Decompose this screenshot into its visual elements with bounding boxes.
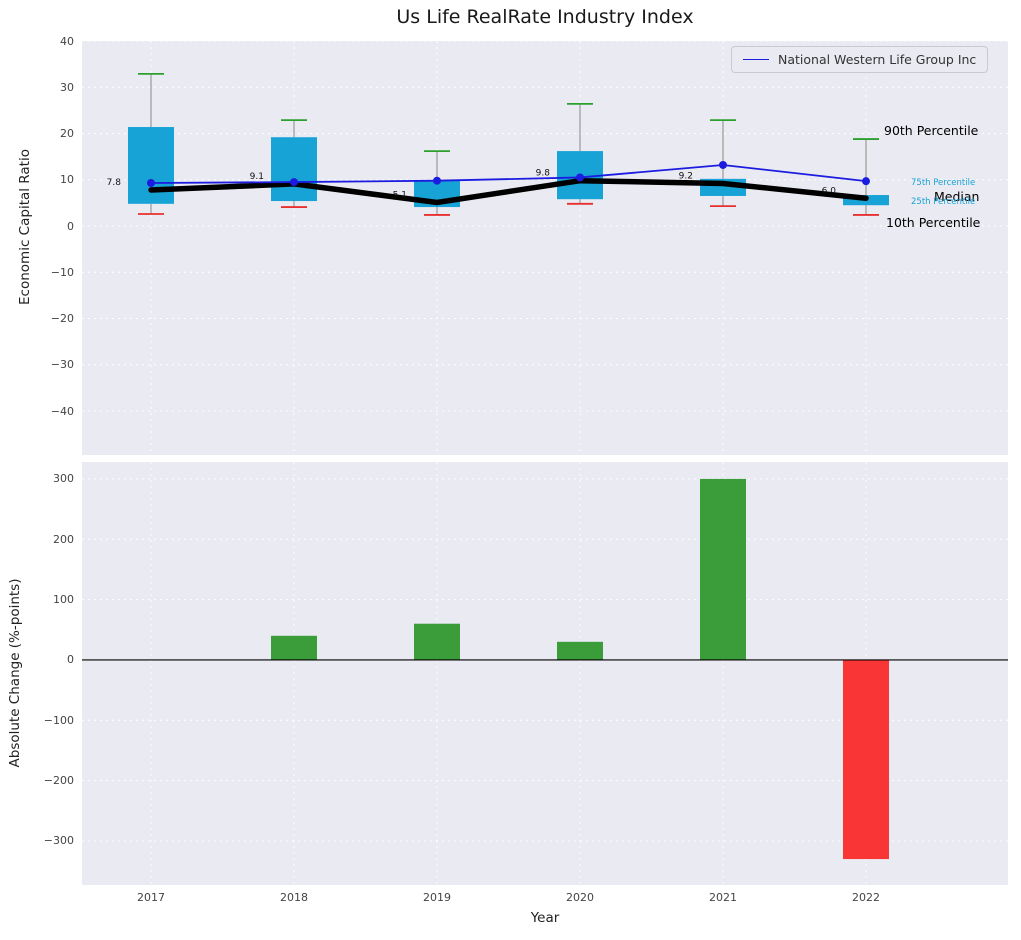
top-ytick-40: 40 — [60, 34, 74, 48]
top-ytick-10: 10 — [60, 173, 74, 187]
xtick-2020: 2020 — [566, 891, 594, 904]
bottom-plot-area — [82, 462, 1008, 885]
bottom-ytick--300: −300 — [43, 834, 74, 848]
top-ytick--10: −10 — [50, 265, 74, 279]
median-value-label: 6.0 — [822, 186, 837, 196]
company-point — [433, 176, 441, 185]
xtick-2019: 2019 — [423, 891, 451, 904]
annotation-10th-percentile: 10th Percentile — [886, 215, 981, 230]
median-value-label: 9.2 — [679, 171, 693, 181]
annotation-90th-percentile: 90th Percentile — [884, 123, 979, 138]
median-value-label: 9.1 — [250, 172, 264, 182]
company-line — [150, 164, 867, 184]
change-bar-2018 — [271, 635, 317, 660]
change-bar-2021 — [700, 478, 746, 660]
bottom-ytick-0: 0 — [67, 653, 74, 667]
median-value-label: 9.8 — [536, 169, 551, 179]
xtick-2021: 2021 — [709, 891, 737, 904]
change-bar-2020 — [557, 641, 603, 660]
median-value-label: 7.8 — [107, 178, 122, 188]
bottom-ytick-300: 300 — [53, 472, 74, 486]
iqr-box-2018 — [271, 137, 317, 202]
change-bar-2022 — [843, 659, 889, 860]
company-point — [576, 173, 584, 182]
legend: National Western Life Group Inc — [731, 46, 989, 73]
annotation-25th-percentile: 25th Percentile — [911, 197, 976, 207]
top-ytick--20: −20 — [50, 312, 74, 326]
bottom-ytick--100: −100 — [43, 713, 74, 727]
legend-line-sample — [743, 59, 769, 60]
xtick-2018: 2018 — [280, 891, 308, 904]
annotation-median: Median — [934, 189, 980, 204]
bottom-ytick--200: −200 — [43, 774, 74, 788]
top-ytick--30: −30 — [50, 358, 74, 372]
x-axis-label: Year — [530, 910, 560, 926]
top-plot-svg: 7.8 9.1 5.1 9.8 9.2 6.0 — [82, 41, 1008, 455]
legend-label: National Western Life Group Inc — [778, 52, 977, 67]
top-ytick-20: 20 — [60, 127, 74, 140]
bottom-ytick-200: 200 — [53, 532, 74, 546]
top-ytick-0: 0 — [67, 219, 74, 233]
median-line — [148, 177, 869, 206]
change-bar-2019 — [414, 623, 460, 660]
company-point — [862, 177, 870, 186]
bottom-plot-svg — [82, 462, 1008, 885]
top-ytick-30: 30 — [60, 80, 74, 94]
xtick-2022: 2022 — [852, 891, 880, 904]
company-point — [147, 179, 155, 188]
company-point — [290, 178, 298, 187]
annotation-75th-percentile: 75th Percentile — [911, 178, 976, 188]
company-point — [719, 160, 727, 169]
bottom-ytick-100: 100 — [53, 593, 74, 607]
median-value-label: 5.1 — [393, 190, 407, 200]
bottom-y-axis-label: Absolute Change (%-points) — [7, 578, 23, 768]
top-ytick--40: −40 — [50, 404, 74, 418]
xtick-2017: 2017 — [137, 891, 165, 904]
top-plot-area: 7.8 9.1 5.1 9.8 9.2 6.0 — [82, 41, 1008, 455]
chart-title: Us Life RealRate Industry Index — [396, 6, 694, 28]
